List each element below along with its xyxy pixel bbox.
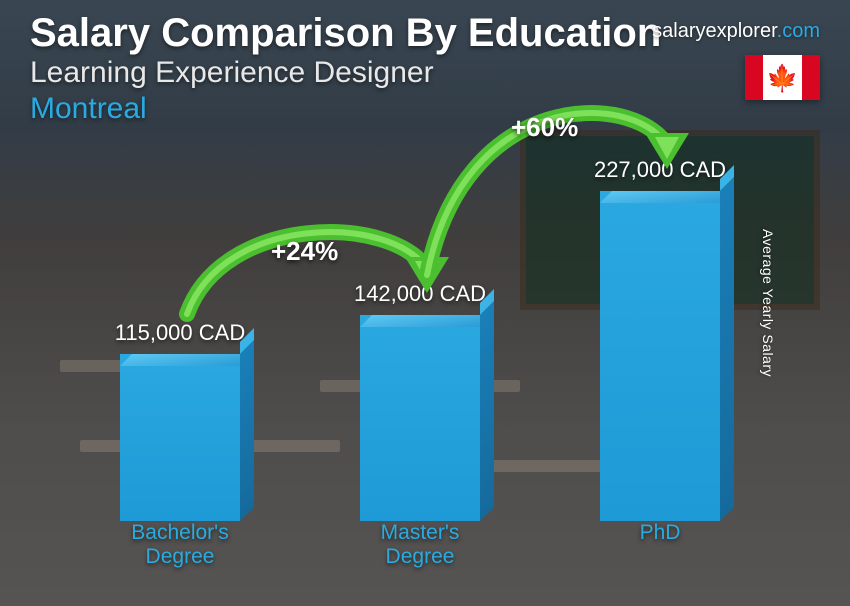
- flag-band-right: [802, 55, 820, 100]
- maple-leaf-icon: 🍁: [766, 65, 798, 91]
- brand-name: salaryexplorer: [652, 20, 777, 42]
- bar-front-face: [600, 191, 720, 521]
- bar-label: PhD: [580, 521, 740, 576]
- infographic-stage: Salary Comparison By Education Learning …: [0, 0, 850, 606]
- flag-band-left: [745, 55, 763, 100]
- bar-group: 115,000 CAD: [100, 320, 260, 521]
- bar-top-face: [360, 315, 492, 327]
- brand-tld: .com: [777, 20, 820, 42]
- bar-label: Master'sDegree: [340, 521, 500, 576]
- bar-front-face: [360, 315, 480, 521]
- bar-group: 142,000 CAD: [340, 281, 500, 521]
- location: Montreal: [30, 92, 730, 126]
- bar-top-face: [600, 191, 732, 203]
- bar-value: 227,000 CAD: [594, 157, 726, 183]
- job-title: Learning Experience Designer: [30, 56, 730, 90]
- bar-side-face: [240, 340, 254, 521]
- bar-value: 142,000 CAD: [354, 281, 486, 307]
- bar-top-face: [120, 354, 252, 366]
- bar-chart: 115,000 CAD142,000 CAD227,000 CAD Bachel…: [60, 165, 780, 576]
- flag-center: 🍁: [763, 55, 802, 100]
- labels-row: Bachelor'sDegree Master'sDegree PhD: [60, 521, 780, 576]
- header: Salary Comparison By Education Learning …: [30, 12, 730, 126]
- flag-canada-icon: 🍁: [745, 55, 820, 100]
- bar-group: 227,000 CAD: [580, 157, 740, 521]
- bar-label: Bachelor'sDegree: [100, 521, 260, 576]
- bar-front-face: [120, 354, 240, 521]
- bar: [360, 315, 480, 521]
- bar-value: 115,000 CAD: [115, 320, 245, 346]
- bar: [120, 354, 240, 521]
- brand-logo: salaryexplorer.com: [652, 20, 820, 43]
- page-title: Salary Comparison By Education: [30, 12, 730, 54]
- bars-container: 115,000 CAD142,000 CAD227,000 CAD: [60, 165, 780, 521]
- bar-side-face: [480, 301, 494, 521]
- bar-side-face: [720, 177, 734, 521]
- bar: [600, 191, 720, 521]
